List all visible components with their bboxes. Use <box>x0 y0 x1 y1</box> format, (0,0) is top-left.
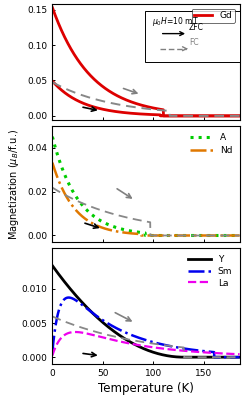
Sm <box>201 348 204 353</box>
Sm <box>127 331 130 336</box>
La <box>74 330 77 334</box>
Nd <box>238 233 241 238</box>
Y <box>201 355 204 360</box>
Text: FC: FC <box>189 38 199 47</box>
La <box>180 348 183 353</box>
Nd <box>197 233 200 238</box>
A <box>238 233 241 238</box>
Y <box>238 355 241 360</box>
La <box>201 350 204 355</box>
Sm <box>197 348 200 353</box>
Nd <box>127 231 130 236</box>
Y <box>127 338 130 343</box>
Y <box>70 288 73 293</box>
Y <box>180 355 183 360</box>
Sm <box>67 295 70 300</box>
Nd <box>180 233 183 238</box>
Sm <box>134 334 137 339</box>
Legend: Y, Sm, La: Y, Sm, La <box>185 252 235 290</box>
Text: ZFC: ZFC <box>189 23 204 32</box>
A <box>144 233 147 238</box>
Sm <box>213 355 216 360</box>
Line: Y: Y <box>52 266 240 357</box>
La <box>197 350 200 354</box>
X-axis label: Temperature (K): Temperature (K) <box>98 382 194 395</box>
A <box>201 233 204 238</box>
Line: La: La <box>52 332 240 356</box>
A <box>197 233 200 238</box>
Sm <box>51 349 54 354</box>
Y <box>183 355 185 360</box>
La <box>70 330 73 335</box>
Nd <box>133 231 136 236</box>
A <box>133 229 136 234</box>
A <box>70 186 73 191</box>
Y <box>133 342 136 347</box>
Y <box>197 355 200 360</box>
Text: Magnetization ($\mu_B$/f.u.): Magnetization ($\mu_B$/f.u.) <box>7 128 21 240</box>
Line: Sm: Sm <box>52 298 240 357</box>
La <box>134 342 137 347</box>
A <box>51 134 54 139</box>
Text: $\mu_0H$=10 mT: $\mu_0H$=10 mT <box>152 15 199 28</box>
Sm <box>238 355 241 360</box>
Line: A: A <box>52 137 240 236</box>
Nd <box>140 233 143 238</box>
La <box>238 352 241 357</box>
Nd <box>201 233 204 238</box>
Sm <box>70 296 73 300</box>
Sm <box>180 346 183 350</box>
A <box>127 228 130 233</box>
Legend: Gd: Gd <box>192 8 235 23</box>
Line: Nd: Nd <box>52 163 240 236</box>
Nd <box>70 202 73 207</box>
La <box>51 353 54 358</box>
Legend: A, Nd: A, Nd <box>187 130 235 158</box>
Nd <box>51 160 54 165</box>
La <box>127 341 130 346</box>
A <box>180 233 183 238</box>
Y <box>51 263 54 268</box>
FancyBboxPatch shape <box>145 11 242 62</box>
